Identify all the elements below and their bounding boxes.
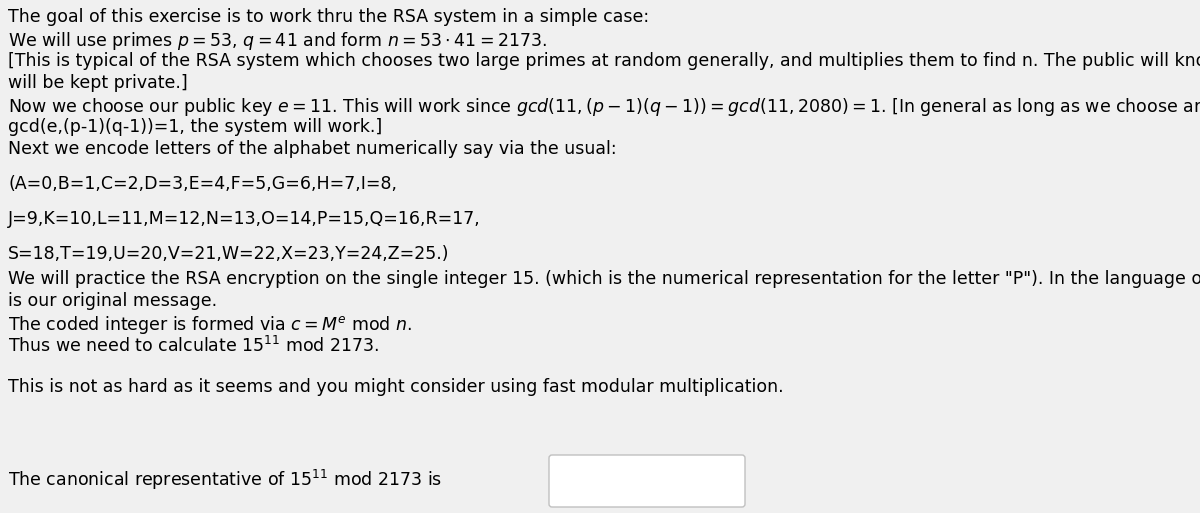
FancyBboxPatch shape bbox=[550, 455, 745, 507]
Text: [This is typical of the RSA system which chooses two large primes at random gene: [This is typical of the RSA system which… bbox=[8, 52, 1200, 70]
Text: Thus we need to calculate $15^{11}$ mod 2173.: Thus we need to calculate $15^{11}$ mod … bbox=[8, 336, 379, 356]
Text: (A=0,B=1,C=2,D=3,E=4,F=5,G=6,H=7,I=8,: (A=0,B=1,C=2,D=3,E=4,F=5,G=6,H=7,I=8, bbox=[8, 175, 397, 193]
Text: The coded integer is formed via $c = M^e$ mod $n$.: The coded integer is formed via $c = M^e… bbox=[8, 314, 412, 336]
Text: Next we encode letters of the alphabet numerically say via the usual:: Next we encode letters of the alphabet n… bbox=[8, 140, 617, 158]
Text: This is not as hard as it seems and you might consider using fast modular multip: This is not as hard as it seems and you … bbox=[8, 378, 784, 396]
Text: gcd(e,(p-1)(q-1))=1, the system will work.]: gcd(e,(p-1)(q-1))=1, the system will wor… bbox=[8, 118, 383, 136]
Text: will be kept private.]: will be kept private.] bbox=[8, 74, 187, 92]
Text: is our original message.: is our original message. bbox=[8, 292, 217, 310]
Text: The canonical representative of $15^{11}$ mod 2173 is: The canonical representative of $15^{11}… bbox=[8, 468, 442, 492]
Text: J=9,K=10,L=11,M=12,N=13,O=14,P=15,Q=16,R=17,: J=9,K=10,L=11,M=12,N=13,O=14,P=15,Q=16,R… bbox=[8, 210, 481, 228]
Text: We will use primes $p = 53$, $q = 41$ and form $n = 53 \cdot 41 = 2173.$: We will use primes $p = 53$, $q = 41$ an… bbox=[8, 30, 547, 52]
Text: Now we choose our public key $e = 11$. This will work since $\mathit{gcd}(11,(p-: Now we choose our public key $e = 11$. T… bbox=[8, 96, 1200, 118]
Text: S=18,T=19,U=20,V=21,W=22,X=23,Y=24,Z=25.): S=18,T=19,U=20,V=21,W=22,X=23,Y=24,Z=25.… bbox=[8, 245, 450, 263]
Text: We will practice the RSA encryption on the single integer 15. (which is the nume: We will practice the RSA encryption on t… bbox=[8, 270, 1200, 288]
Text: The goal of this exercise is to work thru the RSA system in a simple case:: The goal of this exercise is to work thr… bbox=[8, 8, 649, 26]
